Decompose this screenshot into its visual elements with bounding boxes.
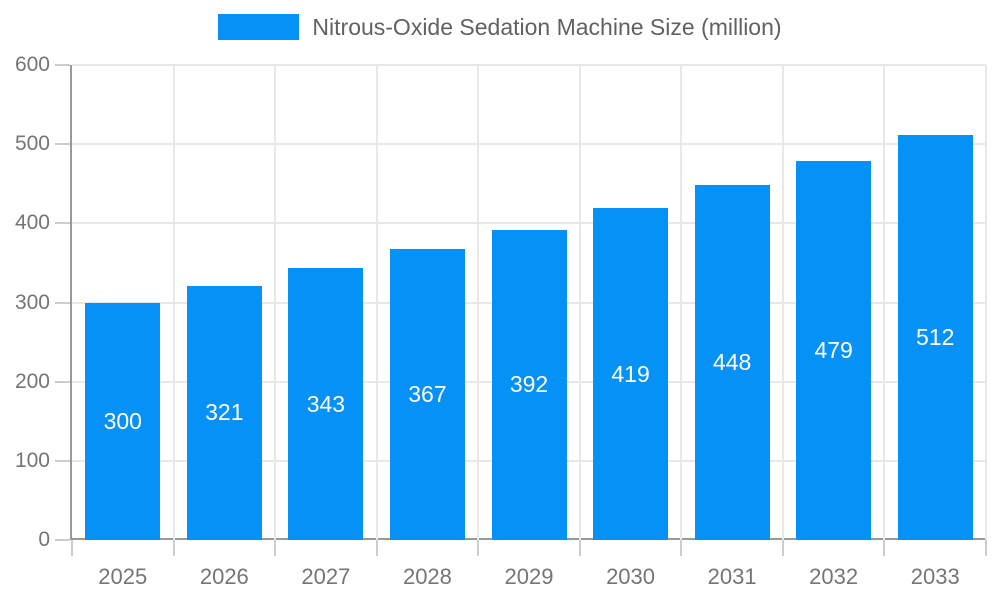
bar-value-label: 448 (712, 349, 752, 376)
y-axis-line (70, 65, 72, 540)
gridline-v (274, 65, 277, 540)
bar-value-label: 419 (611, 360, 650, 387)
gridline-h (72, 222, 986, 225)
bar-value-label: 321 (205, 399, 244, 426)
bar[interactable]: 448 (694, 185, 770, 540)
bar-value-label: 343 (306, 390, 346, 417)
gridline-v (781, 65, 784, 540)
gridline-v (578, 65, 581, 540)
x-axis-tick (883, 540, 886, 556)
x-axis-tick (274, 540, 277, 556)
y-axis-label: 0 (38, 528, 50, 551)
y-axis-label: 400 (14, 211, 50, 235)
y-axis-tick (55, 301, 70, 304)
y-axis-label: 300 (14, 290, 50, 314)
x-axis-label: 2025 (98, 564, 148, 589)
bar-value-label: 392 (509, 371, 549, 398)
x-axis-tick (781, 540, 784, 556)
y-axis-tick (55, 143, 70, 146)
gridline-v (477, 65, 480, 540)
x-axis-label: 2028 (402, 564, 452, 589)
x-axis-tick (578, 540, 581, 556)
legend-swatch-icon (218, 14, 300, 40)
x-axis-tick (172, 540, 175, 556)
bar-value-label: 367 (408, 381, 447, 408)
x-axis-tick (71, 540, 73, 556)
gridline-v (985, 65, 987, 540)
x-axis-tick (985, 540, 987, 556)
y-axis-tick (55, 459, 70, 462)
y-axis-label: 500 (14, 132, 50, 156)
y-axis-tick (55, 539, 70, 541)
gridline-h (72, 64, 986, 66)
gridline-v (375, 65, 378, 540)
legend[interactable]: Nitrous-Oxide Sedation Machine Size (mil… (0, 14, 1000, 40)
x-axis-label: 2032 (809, 564, 859, 589)
gridline-v (680, 65, 683, 540)
y-axis-label: 600 (14, 53, 50, 76)
gridline-v (883, 65, 886, 540)
bar[interactable]: 321 (186, 285, 262, 540)
plot-area: 0 100 200 300 400 500 600 2025 2026 2027 2028 2029 2… (15, 54, 987, 588)
y-axis-tick (55, 222, 70, 225)
x-axis-label: 2026 (199, 564, 249, 589)
x-axis-label: 2033 (910, 564, 960, 589)
bar-value-label: 300 (103, 407, 142, 434)
legend-label: Nitrous-Oxide Sedation Machine Size (mil… (312, 14, 782, 40)
x-axis-label: 2027 (301, 564, 351, 589)
bar-value-label: 512 (916, 323, 955, 350)
gridline-h (72, 143, 986, 146)
y-axis-label: 100 (14, 448, 50, 472)
y-axis-tick (55, 64, 70, 66)
x-axis-tick (375, 540, 378, 556)
x-axis-tick (477, 540, 480, 556)
bar-value-label: 479 (814, 336, 853, 363)
gridline-v (172, 65, 175, 540)
x-axis-tick (680, 540, 683, 556)
y-axis-label: 200 (14, 369, 50, 393)
bar[interactable]: 512 (897, 134, 973, 540)
bar[interactable]: 300 (85, 302, 161, 540)
x-axis-label: 2029 (504, 564, 554, 589)
x-axis-label: 2030 (606, 564, 656, 589)
bar[interactable]: 343 (288, 268, 364, 540)
y-axis-tick (55, 380, 70, 383)
x-axis-label: 2031 (707, 564, 757, 589)
bar[interactable]: 419 (593, 208, 669, 540)
bar[interactable]: 392 (491, 229, 567, 540)
bar[interactable]: 367 (389, 249, 465, 540)
bar[interactable]: 479 (796, 160, 872, 540)
